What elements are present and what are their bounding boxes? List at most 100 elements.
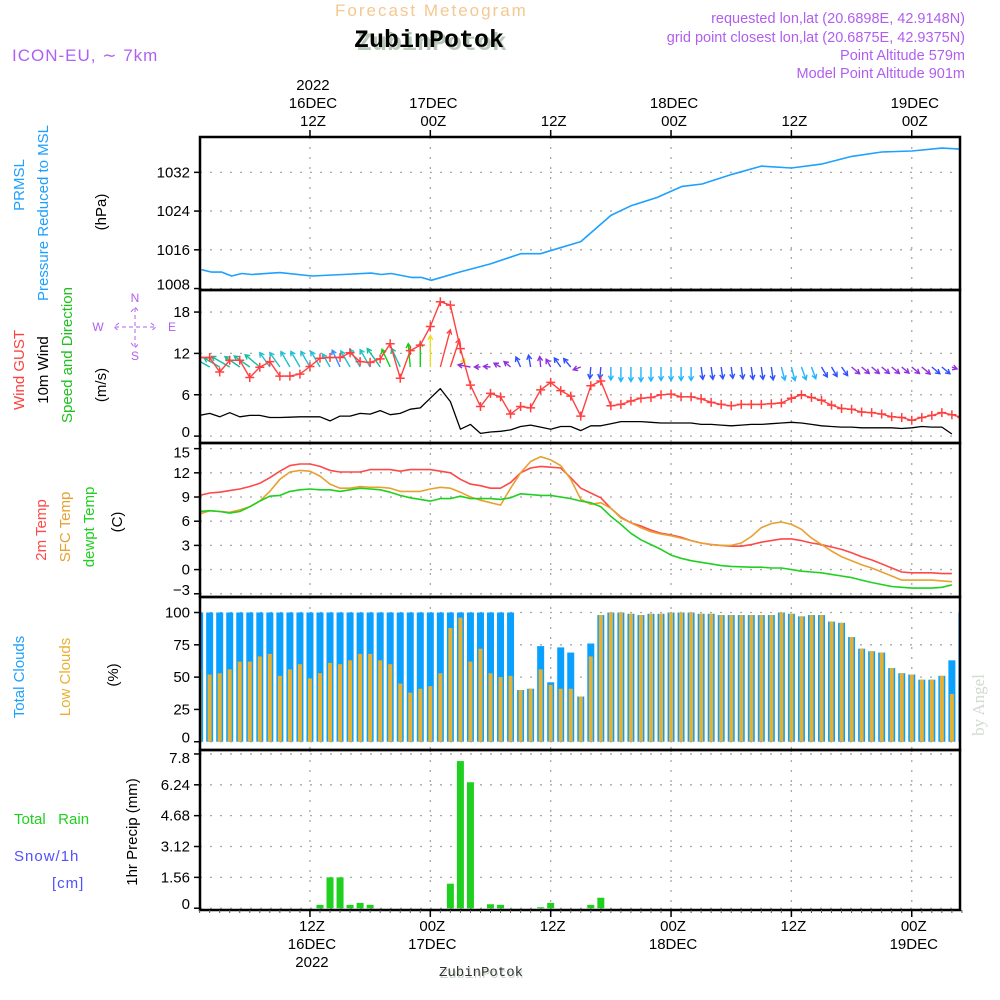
tsfc-line-group bbox=[200, 455, 952, 583]
clouds-ytick-label: 25 bbox=[173, 701, 190, 718]
precip-bars bbox=[316, 761, 605, 909]
temp-ytick-label: 12 bbox=[173, 465, 190, 482]
wind-direction-arrow-icon bbox=[545, 357, 552, 368]
wind-unit: (m/s) bbox=[93, 368, 110, 402]
point-altitude: Point Altitude 579m bbox=[840, 48, 965, 64]
low-cloud-bar bbox=[257, 656, 262, 742]
low-cloud-bar bbox=[618, 612, 623, 742]
gust-marker bbox=[435, 297, 445, 307]
gust-marker bbox=[315, 353, 325, 363]
wind-direction-arrow-icon bbox=[759, 366, 766, 381]
total-cloud-bar bbox=[416, 612, 424, 742]
wind-direction-arrow-icon bbox=[810, 366, 818, 381]
pressure-long-label: Pressure Reduced to MSL bbox=[35, 125, 52, 301]
grid bbox=[200, 137, 960, 910]
wind-ytick-label: 6 bbox=[182, 387, 190, 404]
low-cloud-bar bbox=[217, 673, 222, 742]
gust-marker bbox=[847, 404, 857, 414]
gust-marker bbox=[766, 399, 776, 409]
wind-direction-arrow-icon bbox=[380, 348, 391, 368]
wind-direction-arrow-icon bbox=[526, 353, 533, 368]
gust-marker bbox=[455, 344, 465, 354]
low-cloud-bar bbox=[338, 664, 343, 742]
pressure-ytick-label: 1032 bbox=[157, 164, 190, 181]
low-cloud-bar bbox=[679, 612, 684, 742]
precip-ytick-label: 0 bbox=[182, 896, 190, 913]
temp-ytick-label: 6 bbox=[182, 513, 190, 530]
precip-bar bbox=[316, 904, 324, 909]
wind-direction-arrow-icon bbox=[921, 366, 932, 375]
wind-10m-line bbox=[200, 387, 953, 435]
wind-direction-arrow-icon bbox=[687, 367, 695, 382]
wind-direction-arrow-icon bbox=[790, 366, 797, 382]
gust-marker bbox=[245, 373, 255, 383]
gust-marker bbox=[496, 392, 506, 402]
gust-marker bbox=[566, 391, 576, 401]
compass-s: S bbox=[131, 349, 139, 363]
precip-bar bbox=[456, 761, 464, 909]
wind-direction-arrow-icon bbox=[321, 352, 331, 368]
bottom-time-label: 19DEC bbox=[890, 936, 939, 953]
gust-marker bbox=[666, 389, 676, 399]
wind-direction-arrow-icon bbox=[780, 366, 787, 382]
wind-direction-arrow-icon bbox=[290, 350, 301, 368]
gust-marker bbox=[475, 401, 485, 411]
dewpt-label: dewpt Temp bbox=[81, 487, 98, 568]
temp-ytick-label: 15 bbox=[173, 445, 190, 462]
precip-bar bbox=[466, 782, 474, 909]
low-cloud-bar bbox=[538, 669, 543, 742]
precip-bar bbox=[346, 904, 354, 909]
top-time-label: 12Z bbox=[781, 113, 807, 130]
wind-direction-arrow-icon bbox=[597, 366, 604, 380]
gust-marker bbox=[746, 399, 756, 409]
low-cloud-bar bbox=[608, 612, 613, 742]
wind-direction-arrow-icon bbox=[366, 347, 381, 368]
wind-direction-arrow-icon bbox=[851, 366, 861, 375]
low-cloud-bar bbox=[699, 613, 704, 742]
gust-marker bbox=[606, 401, 616, 411]
temp-ytick-label: 0 bbox=[182, 562, 190, 579]
dewpt-line-group bbox=[200, 487, 953, 589]
total-cloud-bar bbox=[406, 612, 414, 742]
wind-direction-arrow-icon bbox=[657, 367, 665, 382]
gust-label: Wind GUST bbox=[11, 330, 28, 410]
gust-marker bbox=[917, 413, 927, 422]
low-cloud-bar bbox=[779, 612, 784, 742]
t2m-line bbox=[200, 463, 952, 575]
gust-marker bbox=[556, 386, 566, 396]
gust-marker bbox=[696, 394, 706, 404]
gust-marker bbox=[345, 348, 355, 358]
low-cloud-bar bbox=[759, 615, 764, 742]
low-clouds-label: Low Clouds bbox=[57, 638, 74, 716]
low-cloud-bar bbox=[328, 662, 333, 742]
temp-panel-frame bbox=[198, 441, 962, 599]
wind-direction-arrow-icon bbox=[514, 355, 522, 368]
gust-marker bbox=[415, 340, 425, 350]
watermark: by Angel bbox=[969, 674, 988, 736]
tsfc-label: SFC Temp bbox=[57, 492, 74, 563]
low-cloud-bar bbox=[648, 613, 653, 742]
gust-marker bbox=[516, 401, 526, 411]
gust-marker bbox=[506, 409, 516, 419]
precip-bar bbox=[537, 907, 545, 909]
low-cloud-bar bbox=[227, 669, 232, 742]
temp-ytick-label: 9 bbox=[182, 489, 190, 506]
low-cloud-bar bbox=[819, 615, 824, 742]
bottom-time-label: 12Z bbox=[540, 918, 566, 935]
bottom-time-label: 12Z bbox=[780, 918, 806, 935]
gust-marker bbox=[425, 322, 435, 332]
precip-bar bbox=[326, 877, 334, 909]
model-altitude: Model Point Altitude 901m bbox=[797, 66, 965, 82]
wind-direction-arrow-icon bbox=[300, 350, 311, 368]
gust-marker bbox=[200, 353, 205, 363]
low-cloud-bar bbox=[558, 688, 563, 742]
low-cloud-bar bbox=[408, 692, 413, 742]
gust-line bbox=[200, 301, 960, 421]
gust-marker bbox=[486, 388, 495, 398]
low-cloud-bar bbox=[849, 637, 854, 742]
wind-direction-arrow-icon bbox=[536, 355, 544, 368]
gust-marker bbox=[726, 401, 736, 411]
wind-direction-arrow-icon bbox=[210, 355, 231, 368]
gust-marker bbox=[265, 357, 275, 367]
bottom-time-label: 2022 bbox=[295, 954, 328, 971]
